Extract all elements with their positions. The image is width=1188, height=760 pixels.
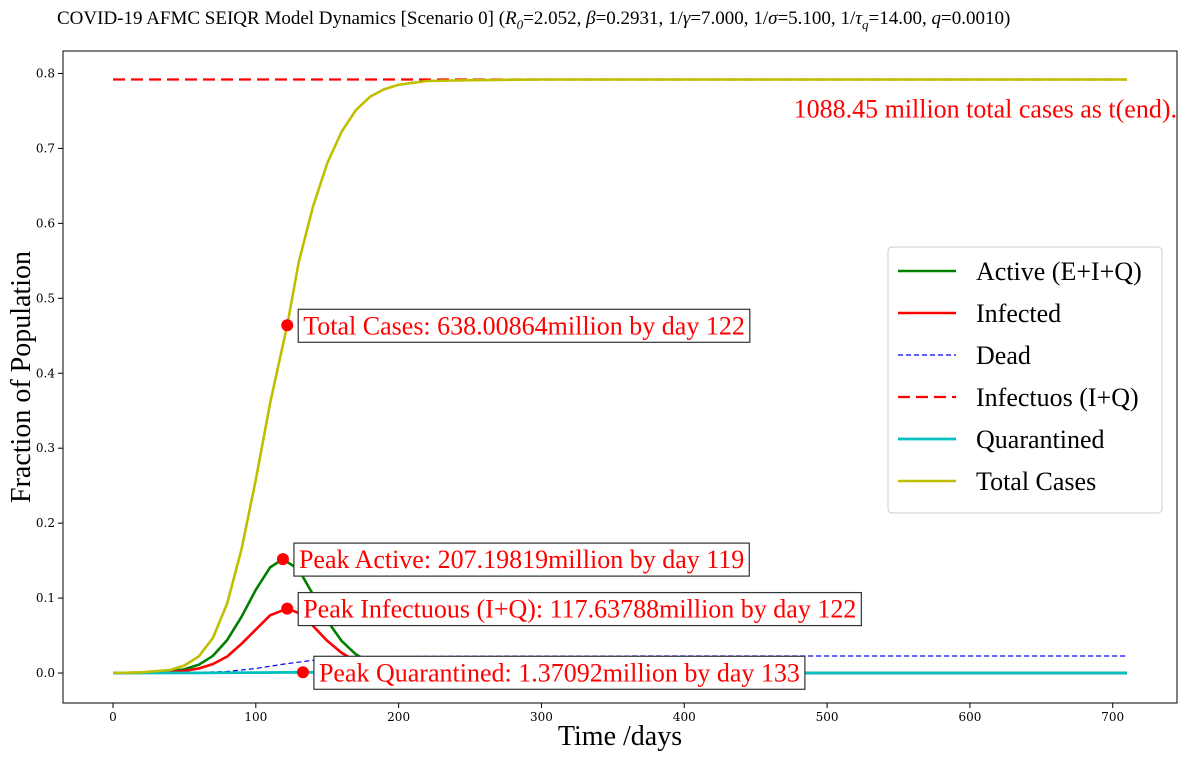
annotation-text-3: Peak Quarantined: 1.37092million by day … (319, 658, 800, 687)
annotation-box-1 (293, 542, 750, 577)
annotation-2: Peak Infectuous (I+Q): 117.63788million … (297, 591, 862, 627)
legend-label-5: Total Cases (976, 467, 1096, 496)
y-tick-label-4: 0.4 (36, 366, 55, 380)
x-tick-label-3: 300 (530, 710, 553, 724)
annotation-box-3 (313, 655, 806, 690)
marker-0 (281, 319, 294, 332)
x-tick-label-1: 100 (244, 710, 267, 724)
marker-layer (276, 319, 309, 679)
y-axis-label: Fraction of Population (6, 251, 37, 503)
x-tick-label-4: 400 (673, 710, 696, 724)
annotation-text-2: Peak Infectuous (I+Q): 117.63788million … (303, 595, 856, 624)
x-tick-label-5: 500 (816, 710, 839, 724)
annotation-box-2 (297, 591, 862, 627)
legend-label-3: Infectuos (I+Q) (976, 383, 1139, 412)
chart-title: COVID-19 AFMC SEIQR Model Dynamics [Scen… (57, 8, 1010, 32)
legend-label-4: Quarantined (976, 425, 1105, 454)
annotation-0: Total Cases: 638.00864million by day 122 (297, 308, 751, 343)
marker-3 (296, 666, 309, 679)
plot-frame (62, 50, 1178, 704)
y-tick-label-5: 0.5 (36, 291, 55, 305)
x-axis: 0 100 200 300 400 500 600 700 (109, 703, 1124, 724)
x-axis-label: Time /days (558, 721, 682, 752)
legend-label-2: Dead (976, 341, 1031, 370)
legend: Active (E+I+Q) Infected Dead Infectuos (I+Q… (887, 246, 1163, 514)
legend-box (887, 246, 1163, 514)
y-tick-label-0: 0.0 (36, 666, 55, 680)
y-tick-label-6: 0.6 (36, 216, 55, 230)
marker-1 (276, 553, 289, 566)
annotation-3: Peak Quarantined: 1.37092million by day … (313, 655, 806, 690)
y-tick-label-8: 0.8 (36, 66, 55, 80)
annotation-box-0 (297, 308, 751, 343)
x-tick-label-6: 600 (958, 710, 981, 724)
x-tick-label-2: 200 (387, 710, 410, 724)
annotation-1: Peak Active: 207.19819million by day 119 (293, 542, 750, 577)
x-tick-label-0: 0 (109, 710, 117, 724)
annotation-layer: Total Cases: 638.00864million by day 122… (293, 94, 1177, 690)
x-tick-label-7: 700 (1101, 710, 1124, 724)
y-tick-label-3: 0.3 (36, 441, 55, 455)
y-tick-label-7: 0.7 (36, 141, 55, 155)
series-line-5 (112, 78, 1127, 675)
legend-label-1: Infected (976, 299, 1061, 328)
y-tick-label-1: 0.1 (36, 591, 55, 605)
marker-2 (281, 602, 294, 615)
annotation-text-0: Total Cases: 638.00864million by day 122 (303, 311, 745, 340)
annotation-text-1: Peak Active: 207.19819million by day 119 (299, 545, 744, 574)
legend-label-0: Active (E+I+Q) (976, 257, 1142, 286)
annotation-text-4: 1088.45 million total cases as t(end). (794, 94, 1177, 123)
y-tick-label-2: 0.2 (36, 516, 55, 530)
y-axis: 0.0 0.1 0.2 0.3 0.4 0.5 0.6 0.7 0.8 (36, 66, 63, 680)
